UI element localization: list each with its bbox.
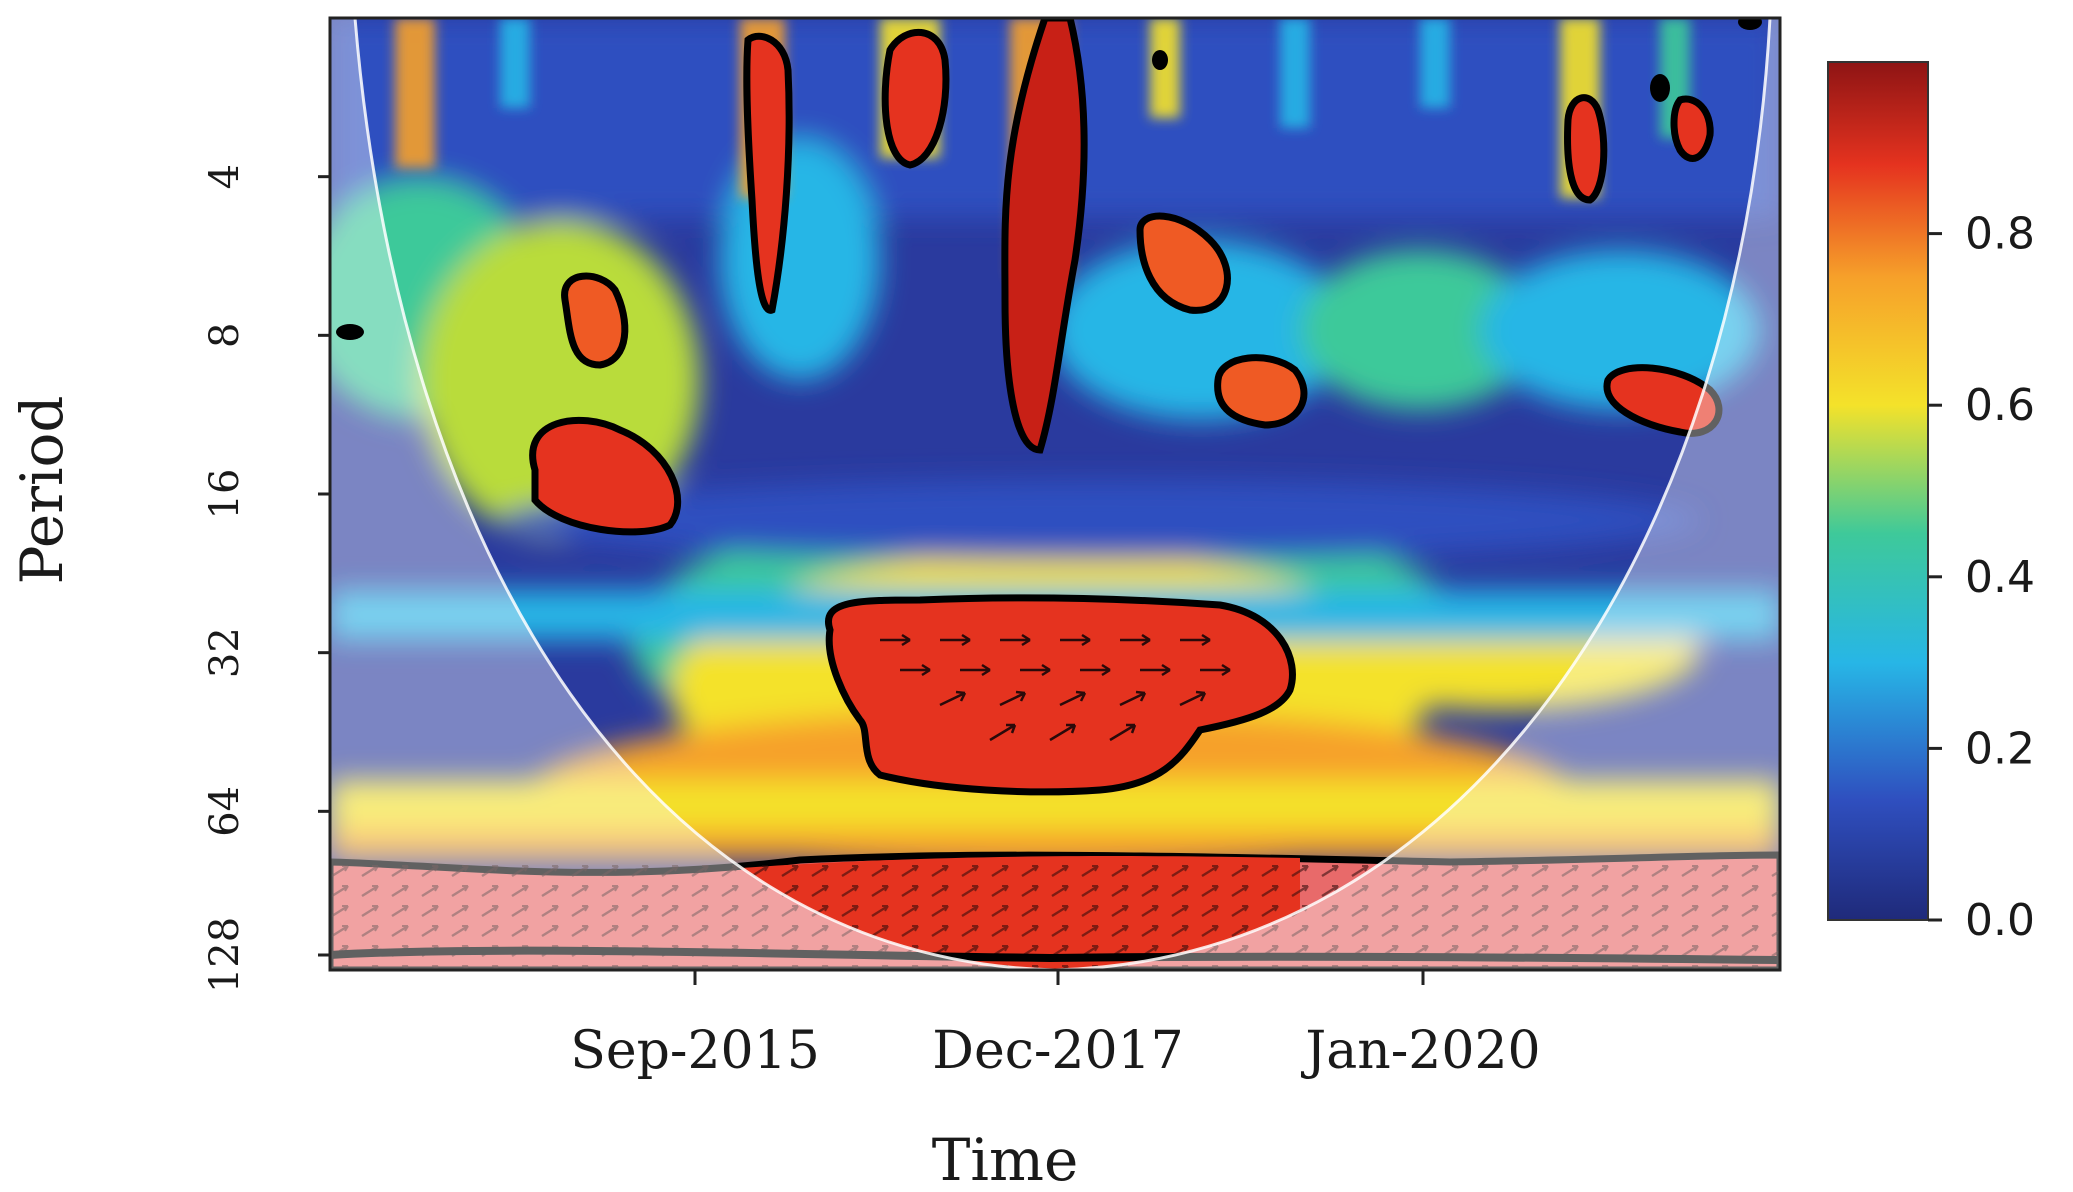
region-1 xyxy=(529,416,682,536)
colorbar-tick-label: 0.0 xyxy=(1965,895,2035,946)
colorbar-tick-label: 0.6 xyxy=(1965,380,2035,431)
y-tick-label: 128 xyxy=(202,917,248,993)
cone-of-influence-line xyxy=(353,18,1772,970)
y-tick-label: 32 xyxy=(202,627,248,678)
region-3 xyxy=(743,32,793,314)
x-tick-label: Sep-2015 xyxy=(570,1021,820,1081)
colorbar-gradient xyxy=(1827,61,1929,921)
colorbar: 0.0 0.2 0.4 0.6 0.8 xyxy=(1827,61,2035,946)
colorbar-tick-label: 0.2 xyxy=(1965,723,2035,774)
region-9 xyxy=(1670,95,1714,162)
region-6 xyxy=(1136,212,1231,314)
y-axis: 4 8 16 32 64 128 xyxy=(202,164,330,993)
region-8 xyxy=(1564,94,1608,204)
x-tick-label: Dec-2017 xyxy=(932,1021,1184,1081)
region-4 xyxy=(881,29,950,169)
x-tick-label: Jan-2020 xyxy=(1300,1021,1540,1081)
heatmap-area xyxy=(330,18,1780,970)
region-10 xyxy=(1603,364,1723,437)
region-5 xyxy=(1001,18,1088,454)
region-11 xyxy=(825,594,1296,796)
colorbar-tick-label: 0.4 xyxy=(1965,552,2035,603)
cone-of-influence-mask xyxy=(330,18,1780,970)
y-tick-label: 4 xyxy=(202,164,248,189)
x-axis: Sep-2015 Dec-2017 Jan-2020 xyxy=(570,970,1541,1081)
y-tick-label: 64 xyxy=(202,786,248,837)
phase-arrows xyxy=(880,633,1231,742)
region-2 xyxy=(561,272,629,369)
y-tick-label: 16 xyxy=(202,469,248,520)
y-tick-label: 8 xyxy=(202,323,248,348)
x-axis-title: Time xyxy=(932,1126,1079,1192)
y-axis-title: Period xyxy=(8,395,76,584)
region-7 xyxy=(1214,354,1308,429)
colorbar-tick-label: 0.8 xyxy=(1965,209,2035,260)
